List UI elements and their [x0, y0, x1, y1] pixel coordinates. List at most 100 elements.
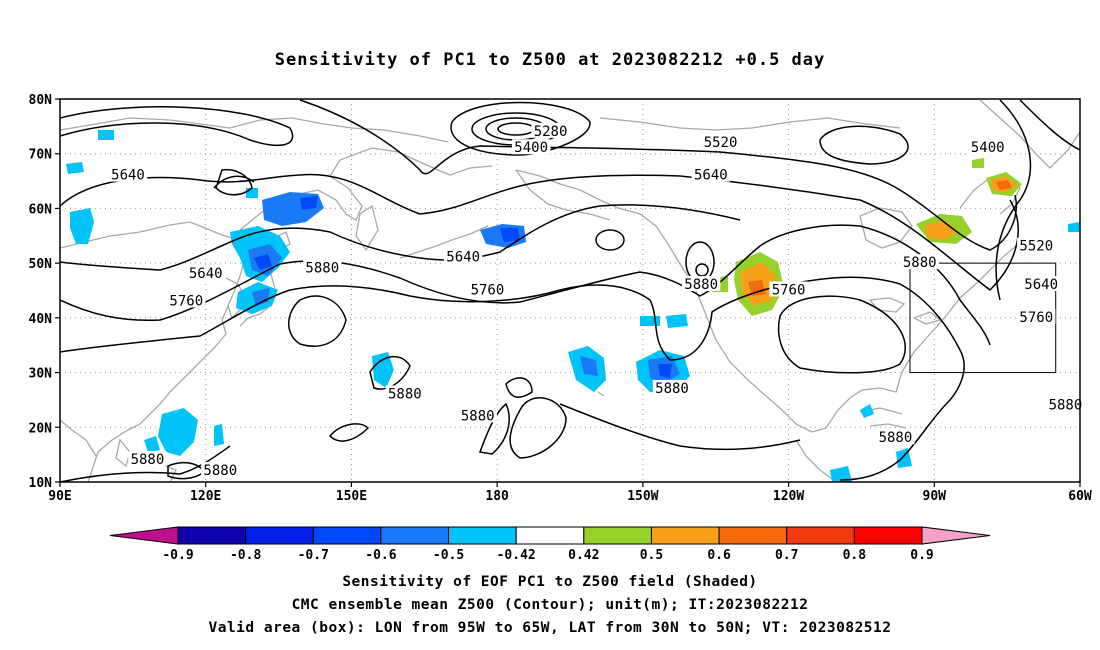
contour-label: 5640 [111, 168, 145, 184]
lat-tick-label: 30N [29, 367, 53, 382]
contour-5640 [60, 204, 741, 271]
contour-5880 [60, 445, 231, 482]
colorbar-label: -0.42 [497, 548, 536, 563]
caption-line-1: Sensitivity of EOF PC1 to Z500 field (Sh… [342, 574, 758, 590]
contour-5760 [213, 175, 255, 189]
lon-tick-label: 120E [190, 489, 221, 504]
colorbar-swatch [177, 526, 247, 545]
shading-negative-region [658, 364, 672, 378]
lon-tick-label: 90W [923, 489, 947, 504]
lat-tick-label: 70N [29, 148, 53, 163]
contour-label: 5400 [514, 140, 548, 156]
contour-label: 5640 [189, 266, 223, 282]
shading-negative-region [666, 314, 688, 328]
colorbar-swatch [312, 526, 382, 545]
lon-tick-label: 120W [773, 489, 804, 504]
contour-5280 [497, 122, 535, 136]
contour-label: 5880 [131, 452, 165, 468]
shading-negative-region [246, 188, 258, 198]
contour-label-bg [385, 385, 425, 401]
contour-5880 [369, 355, 411, 390]
contour-5520 [299, 99, 1017, 251]
lon-tick-label: 180 [485, 489, 509, 504]
shading-negative-region [214, 424, 224, 446]
contour-label: 5760 [169, 293, 203, 309]
contour-label-bg [876, 429, 915, 445]
colorbar-label: -0.6 [365, 548, 396, 563]
contour-5520 [60, 106, 294, 147]
colorbar-label: 0.42 [568, 548, 599, 563]
contour-label-bg [900, 254, 939, 270]
lon-tick-label: 90E [48, 489, 71, 504]
contour-label: 5520 [704, 135, 738, 151]
colorbar-swatch [650, 526, 720, 545]
contour-label: 5880 [203, 463, 237, 479]
shading-negative-region [300, 196, 318, 210]
contour-label-bg [108, 166, 148, 182]
lat-tick-label: 10N [29, 476, 53, 491]
contour-label-bg [443, 248, 483, 264]
contour-label-bg [1021, 276, 1061, 292]
contour-5760 [215, 168, 253, 196]
contour-5880 [559, 403, 801, 451]
shading-negative-region [860, 404, 874, 418]
colorbar-label: 0.5 [640, 548, 663, 563]
colorbar-label: 0.9 [910, 548, 933, 563]
contour-label: 5880 [684, 277, 718, 293]
shading-negative-region [254, 254, 272, 270]
colorbar-label: 0.6 [707, 548, 731, 563]
coastlines [60, 99, 1080, 482]
contour-5400 [450, 101, 591, 156]
contour-label: 5760 [772, 283, 806, 299]
shading-negative-region [66, 162, 84, 174]
contour-5520 [1019, 99, 1080, 151]
contour-label-bg [681, 276, 721, 292]
colorbar-label: -0.8 [230, 548, 261, 563]
shading-negative-region [580, 356, 598, 376]
colorbar-under-triangle [109, 526, 179, 545]
contour-label: 5640 [694, 168, 728, 184]
shading-negative-region [830, 466, 852, 482]
colorbar-label: -0.5 [433, 548, 464, 563]
contour-label-bg [201, 462, 240, 478]
contour-label: 5880 [879, 430, 913, 446]
shading-negative-region [372, 352, 394, 388]
colorbar-swatch [583, 526, 652, 545]
contour-label: 5880 [1049, 397, 1083, 413]
colorbar-label: 0.8 [843, 548, 867, 563]
map-axes: 10N 20N 30N 40N 50N 60N 70N 80N 90E 120E 150E 180 15… [29, 93, 1092, 504]
contour-label-bg [128, 451, 167, 467]
contour-5880 [288, 295, 347, 347]
contour-label-bg [769, 281, 808, 297]
contour-5640 [60, 173, 1019, 291]
colorbar-label: 0.7 [775, 548, 798, 563]
contour-label-bg [458, 407, 497, 423]
contour-5760 [695, 263, 709, 277]
colorbar-swatch [718, 526, 788, 545]
contour-5880 [777, 295, 906, 374]
shading-negative-region [896, 448, 912, 468]
shading-negative-region [500, 228, 520, 242]
contour-label-bg [186, 265, 225, 281]
contour-5880 [60, 276, 965, 481]
shading-negative-region [640, 316, 660, 326]
contour-label: 5880 [655, 381, 689, 397]
colorbar-swatch [853, 526, 923, 545]
shading-negative-region [158, 408, 198, 456]
contour-label: 5880 [461, 408, 495, 424]
contour-label: 5280 [534, 124, 568, 140]
colorbar-swatch [786, 526, 855, 545]
shading-positive-region [924, 220, 958, 240]
lat-tick-label: 40N [29, 312, 53, 327]
shading-negative-region [70, 208, 94, 244]
contour-label-bg [701, 133, 740, 149]
colorbar: -0.9 -0.8 -0.7 -0.6 -0.5 -0.42 0.42 0.5 0.6 0.7 0.… [109, 526, 991, 563]
lon-tick-label: 150W [627, 489, 658, 504]
lat-tick-label: 60N [29, 202, 53, 217]
colorbar-label: -0.9 [162, 548, 193, 563]
caption-line-2: CMC ensemble mean Z500 (Contour); unit(m… [291, 597, 809, 613]
colorbar-swatch [448, 526, 517, 545]
contour-label: 5760 [1019, 310, 1053, 326]
